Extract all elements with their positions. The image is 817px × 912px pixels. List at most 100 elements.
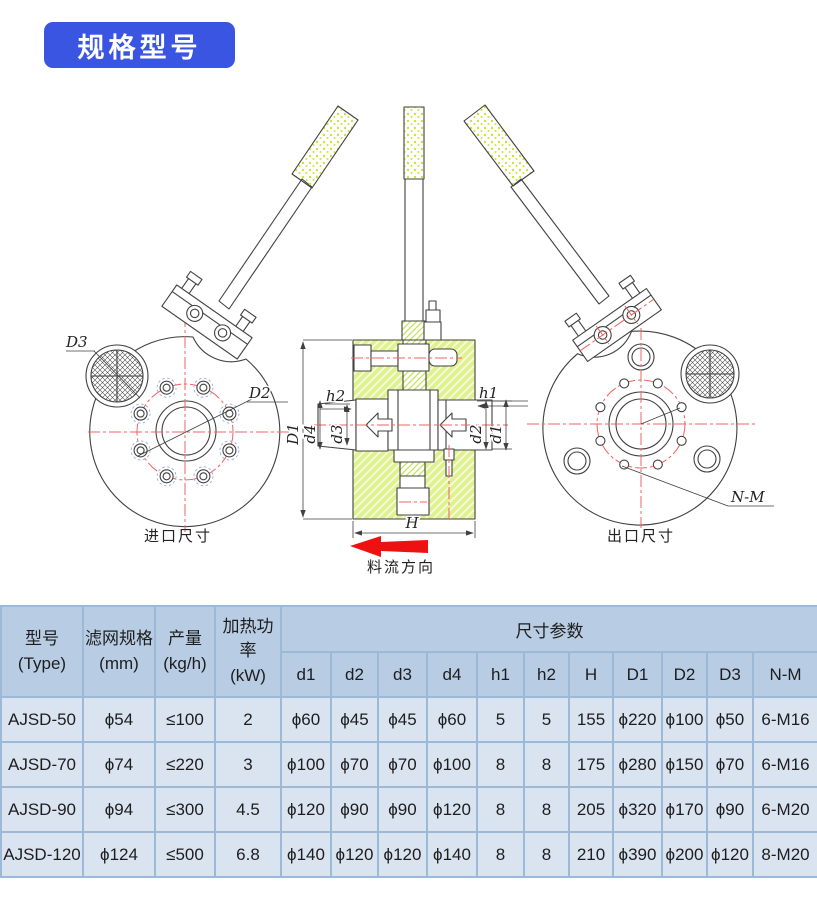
spec-table: 型号 (Type) 滤网规格 (mm) 产量 (kg/h) 加热功率 (kW) …	[0, 605, 817, 878]
cell-N-M: 6-M20	[751, 786, 817, 833]
cell-d3: ϕ120	[377, 831, 428, 878]
cell-mesh: ϕ94	[82, 786, 156, 833]
cell-d4: ϕ60	[426, 696, 478, 743]
cell-d1: ϕ60	[280, 696, 332, 743]
outlet-view: N-M 出口尺寸	[463, 104, 774, 545]
table-row: AJSD-120 ϕ124 ≤500 6.8 ϕ140 ϕ120 ϕ120 ϕ1…	[0, 831, 817, 878]
cell-d4: ϕ120	[426, 786, 478, 833]
cell-h1: 5	[476, 696, 525, 743]
cell-h2: 8	[523, 831, 570, 878]
cell-h2: 8	[523, 786, 570, 833]
cell-H: 155	[568, 696, 614, 743]
label-h2: h2	[326, 387, 345, 405]
cell-H: 205	[568, 786, 614, 833]
cell-output: ≤220	[154, 741, 216, 788]
label-D1: D1	[284, 423, 302, 446]
inlet-caption: 进口尺寸	[144, 527, 212, 545]
table-row: AJSD-50 ϕ54 ≤100 2 ϕ60 ϕ45 ϕ45 ϕ60 5 5 1…	[0, 696, 817, 743]
cell-H: 210	[568, 831, 614, 878]
cell-power: 6.8	[214, 831, 282, 878]
header-type-zh: 型号	[25, 628, 59, 648]
cell-D3: ϕ90	[706, 786, 754, 833]
header-power-zh: 加热功率	[222, 616, 274, 661]
cell-d2: ϕ45	[330, 696, 379, 743]
flow-arrow	[350, 536, 428, 557]
header-power: 加热功率 (kW)	[214, 605, 282, 698]
cell-model: AJSD-90	[0, 786, 84, 833]
header-dims-group: 尺寸参数	[279, 605, 817, 653]
flow-caption: 料流方向	[367, 558, 435, 576]
cell-output: ≤300	[154, 786, 216, 833]
outlet-caption: 出口尺寸	[607, 527, 675, 545]
cell-d4: ϕ100	[426, 741, 478, 788]
label-h1: h1	[479, 384, 498, 402]
cell-d1: ϕ100	[280, 741, 332, 788]
cell-D1: ϕ280	[612, 741, 663, 788]
header-mesh: 滤网规格 (mm)	[82, 605, 156, 698]
inlet-handle-grip	[291, 105, 359, 189]
cell-model: AJSD-50	[0, 696, 84, 743]
cell-D2: ϕ150	[661, 741, 708, 788]
cell-d3: ϕ90	[377, 786, 428, 833]
cell-d2: ϕ70	[330, 741, 379, 788]
cell-output: ≤500	[154, 831, 216, 878]
header-H: H	[568, 651, 614, 698]
section-view: D1 d4 d3 d2 d1 h2 h1 H	[283, 106, 528, 576]
label-d1: d1	[487, 424, 505, 443]
cell-D3: ϕ120	[706, 831, 754, 878]
technical-drawing: D3 D2 进口尺寸	[64, 104, 774, 576]
cell-output: ≤100	[154, 696, 216, 743]
cell-h2: 5	[523, 696, 570, 743]
inlet-bolt-holes	[130, 377, 240, 487]
cell-model: AJSD-120	[0, 831, 84, 878]
section-bolt	[351, 343, 462, 372]
header-d2: d2	[330, 651, 379, 698]
cell-d3: ϕ70	[377, 741, 428, 788]
section-handle-grip	[403, 106, 425, 180]
cell-N-M: 6-M16	[751, 696, 817, 743]
cell-N-M: 8-M20	[751, 831, 817, 878]
cell-h1: 8	[476, 831, 525, 878]
cell-D3: ϕ50	[706, 696, 754, 743]
header-D3: D3	[706, 651, 754, 698]
cell-d3: ϕ45	[377, 696, 428, 743]
label-d4: d4	[301, 424, 319, 443]
cell-D1: ϕ320	[612, 786, 663, 833]
header-mesh-unit: (mm)	[99, 653, 139, 673]
inlet-clamp	[161, 270, 257, 360]
header-mesh-zh: 滤网规格	[85, 628, 153, 648]
cell-D2: ϕ200	[661, 831, 708, 878]
cell-power: 3	[214, 741, 282, 788]
inlet-handle-shaft	[218, 178, 313, 310]
table-row: AJSD-90 ϕ94 ≤300 4.5 ϕ120 ϕ90 ϕ90 ϕ120 8…	[0, 786, 817, 833]
label-N-M: N-M	[730, 488, 765, 506]
section-title: 规格型号	[77, 32, 202, 63]
header-D1: D1	[612, 651, 663, 698]
cell-H: 175	[568, 741, 614, 788]
outlet-bolt-holes	[595, 378, 687, 470]
outlet-large-holes	[563, 343, 721, 475]
cell-D1: ϕ220	[612, 696, 663, 743]
table-row: AJSD-70 ϕ74 ≤220 3 ϕ100 ϕ70 ϕ70 ϕ100 8 8…	[0, 741, 817, 788]
header-d3: d3	[377, 651, 428, 698]
cell-D2: ϕ100	[661, 696, 708, 743]
header-output: 产量 (kg/h)	[154, 605, 216, 698]
header-output-unit: (kg/h)	[163, 653, 207, 673]
header-d4: d4	[426, 651, 478, 698]
header-output-zh: 产量	[168, 628, 202, 648]
label-D2: D2	[248, 384, 271, 402]
header-D2: D2	[661, 651, 708, 698]
cell-model: AJSD-70	[0, 741, 84, 788]
cell-d1: ϕ120	[280, 786, 332, 833]
cell-d1: ϕ140	[280, 831, 332, 878]
cell-mesh: ϕ74	[82, 741, 156, 788]
cell-D3: ϕ70	[706, 741, 754, 788]
cell-D1: ϕ390	[612, 831, 663, 878]
outlet-clamp	[564, 274, 662, 363]
section-dimensions: D1 d4 d3 d2 d1 h2 h1 H	[283, 339, 528, 538]
header-d1: d1	[280, 651, 332, 698]
cell-power: 2	[214, 696, 282, 743]
cell-mesh: ϕ54	[82, 696, 156, 743]
header-type: 型号 (Type)	[0, 605, 84, 698]
